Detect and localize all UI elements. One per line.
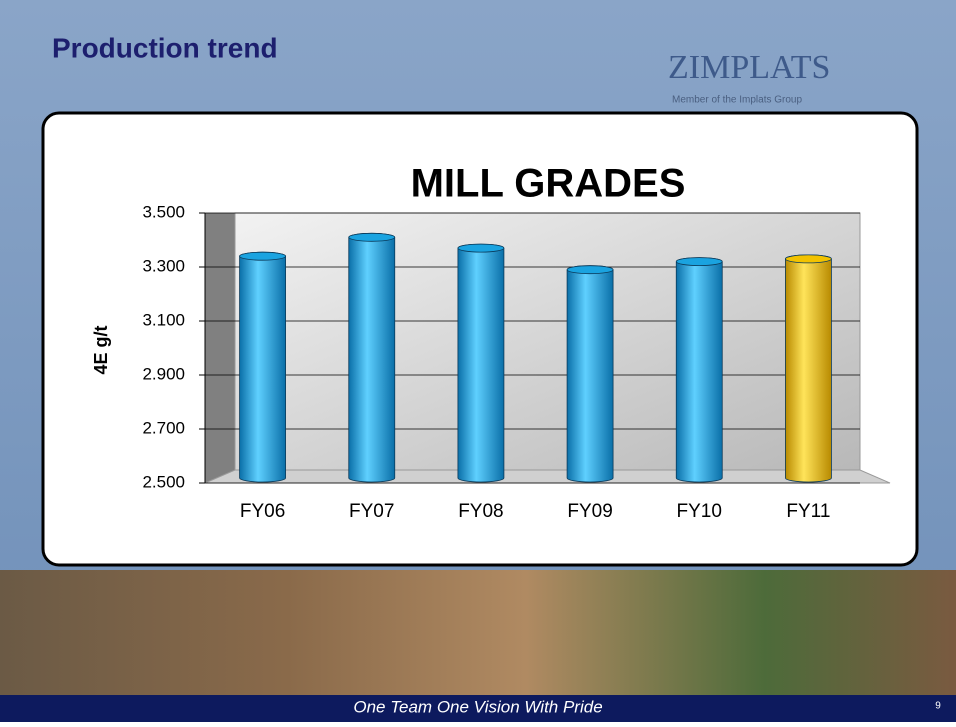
x-tick-label: FY11 (786, 501, 830, 522)
x-tick-label: FY08 (458, 501, 503, 522)
y-tick-label: 3.500 (142, 202, 185, 221)
bar-top (785, 255, 831, 263)
bar-top (676, 258, 722, 266)
logo: ZIMPLATS (668, 49, 830, 86)
back-wall (235, 213, 860, 470)
x-tick-label: FY09 (567, 501, 612, 522)
y-tick-label: 2.700 (142, 418, 185, 437)
side-wall (205, 213, 235, 483)
x-tick-label: FY10 (677, 501, 722, 522)
page: Production trend ZIMPLATS Member of the … (0, 0, 956, 722)
bar (567, 266, 613, 482)
slide: Production trend ZIMPLATS Member of the … (0, 0, 956, 722)
bar-top (240, 252, 286, 260)
y-axis-label: 4E g/t (91, 325, 111, 374)
page-number: 9 (935, 701, 941, 712)
footer-text: One Team One Vision With Pride (353, 697, 602, 716)
logo-tagline: Member of the Implats Group (672, 95, 802, 106)
bar-top (458, 244, 504, 252)
y-tick-label: 2.900 (142, 364, 185, 383)
bar (458, 244, 504, 482)
photo-strip (0, 570, 956, 695)
y-tick-label: 2.500 (142, 472, 185, 491)
bar-top (567, 266, 613, 274)
y-tick-label: 3.100 (142, 310, 185, 329)
bar-top (349, 233, 395, 241)
bar (676, 258, 722, 482)
x-tick-label: FY06 (240, 501, 285, 522)
y-tick-label: 3.300 (142, 256, 185, 275)
chart-title: MILL GRADES (411, 162, 686, 206)
bar (240, 252, 286, 482)
bar (785, 255, 831, 482)
x-tick-label: FY07 (349, 501, 394, 522)
bar (349, 233, 395, 482)
slide-title: Production trend (52, 32, 278, 63)
